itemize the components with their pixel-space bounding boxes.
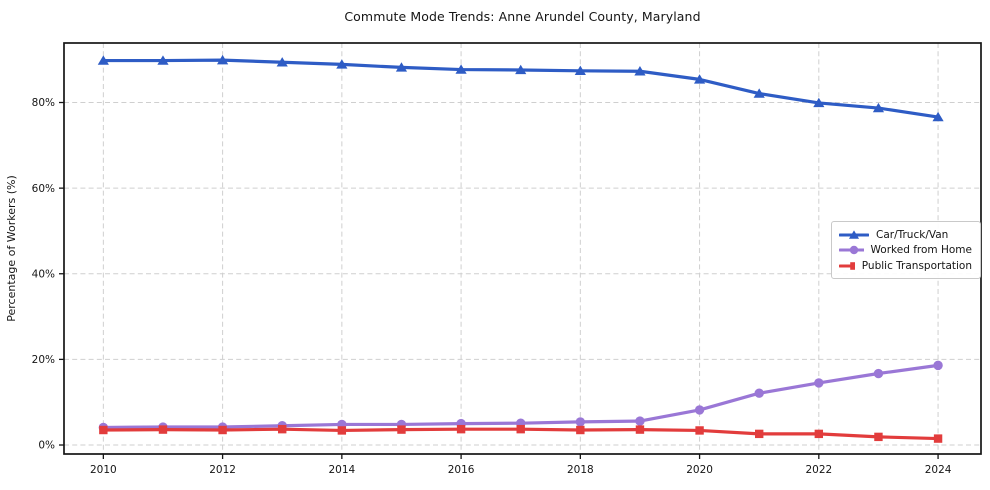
triangle-marker-icon <box>932 111 944 122</box>
y-tick-label: 20% <box>32 354 55 366</box>
series-triangle <box>97 54 944 122</box>
triangle-marker-icon <box>848 229 860 239</box>
chart-title: Commute Mode Trends: Anne Arundel County… <box>344 9 701 24</box>
legend-item-car-truck-van: Car/Truck/Van <box>839 227 972 242</box>
legend-line-marker-icon <box>839 261 855 270</box>
y-tick-label: 40% <box>32 268 55 280</box>
square-marker-icon <box>99 425 108 435</box>
series-line <box>101 363 940 430</box>
triangle-marker-icon <box>693 74 706 84</box>
triangle-marker-icon <box>813 97 825 108</box>
circle-marker-icon <box>754 388 764 398</box>
x-tick-label: 2024 <box>925 464 952 476</box>
circle-marker-icon <box>575 417 586 427</box>
legend-label: Public Transportation <box>861 259 972 272</box>
x-tick-label: 2010 <box>90 464 117 476</box>
square-marker-icon <box>695 426 704 435</box>
legend-line-marker-icon <box>839 229 869 239</box>
square-marker-icon <box>158 425 168 434</box>
y-tick-label: 60% <box>32 183 55 195</box>
x-tick-label: 2016 <box>448 464 475 476</box>
square-marker-icon <box>814 429 824 439</box>
x-tick-label: 2018 <box>567 464 594 476</box>
square-marker-icon <box>755 429 764 439</box>
square-marker-icon <box>576 425 585 435</box>
legend-label: Worked from Home <box>870 244 972 256</box>
y-axis-label: Percentage of Workers (%) <box>5 175 18 322</box>
x-tick-label: 2014 <box>328 464 355 476</box>
triangle-marker-icon <box>395 62 408 72</box>
x-tick-label: 2012 <box>209 464 236 476</box>
x-tick-label: 2022 <box>805 464 832 476</box>
circle-marker-icon <box>694 405 705 415</box>
triangle-marker-icon <box>634 66 646 76</box>
square-marker-icon <box>635 425 645 434</box>
legend-item-public-transportation: Public Transportation <box>839 258 972 273</box>
y-tick-label: 80% <box>32 97 55 109</box>
triangle-marker-icon <box>97 55 109 65</box>
square-marker-icon <box>874 432 883 442</box>
legend-line-marker-icon <box>839 245 864 255</box>
legend: Car/Truck/Van Worked from Home Public Tr… <box>831 221 981 279</box>
circle-marker-icon <box>873 368 884 379</box>
triangle-marker-icon <box>216 54 229 65</box>
triangle-marker-icon <box>157 55 169 65</box>
square-marker-icon <box>278 424 287 434</box>
square-marker-icon <box>850 261 855 270</box>
triangle-marker-icon <box>515 64 527 75</box>
circle-marker-icon <box>849 245 859 255</box>
axes-spines <box>63 42 982 455</box>
legend-label: Car/Truck/Van <box>876 228 949 241</box>
triangle-marker-icon <box>276 57 288 67</box>
circle-marker-icon <box>933 360 943 371</box>
circle-marker-icon <box>635 416 645 426</box>
square-marker-icon <box>933 434 943 443</box>
circle-marker-icon <box>814 378 824 388</box>
triangle-marker-icon <box>336 59 348 69</box>
square-marker-icon <box>397 425 406 434</box>
square-marker-icon <box>218 425 227 435</box>
series-square <box>99 424 943 443</box>
series-circle <box>98 360 943 433</box>
triangle-marker-icon <box>872 102 885 113</box>
legend-item-worked-from-home: Worked from Home <box>839 243 972 258</box>
square-marker-icon <box>337 426 347 435</box>
square-marker-icon <box>456 424 466 434</box>
triangle-marker-icon <box>455 64 467 74</box>
triangle-marker-icon <box>753 88 765 98</box>
y-tick-label: 0% <box>38 440 55 452</box>
x-tick-label: 2020 <box>686 464 713 476</box>
square-marker-icon <box>516 424 525 434</box>
triangle-marker-icon <box>574 65 586 76</box>
